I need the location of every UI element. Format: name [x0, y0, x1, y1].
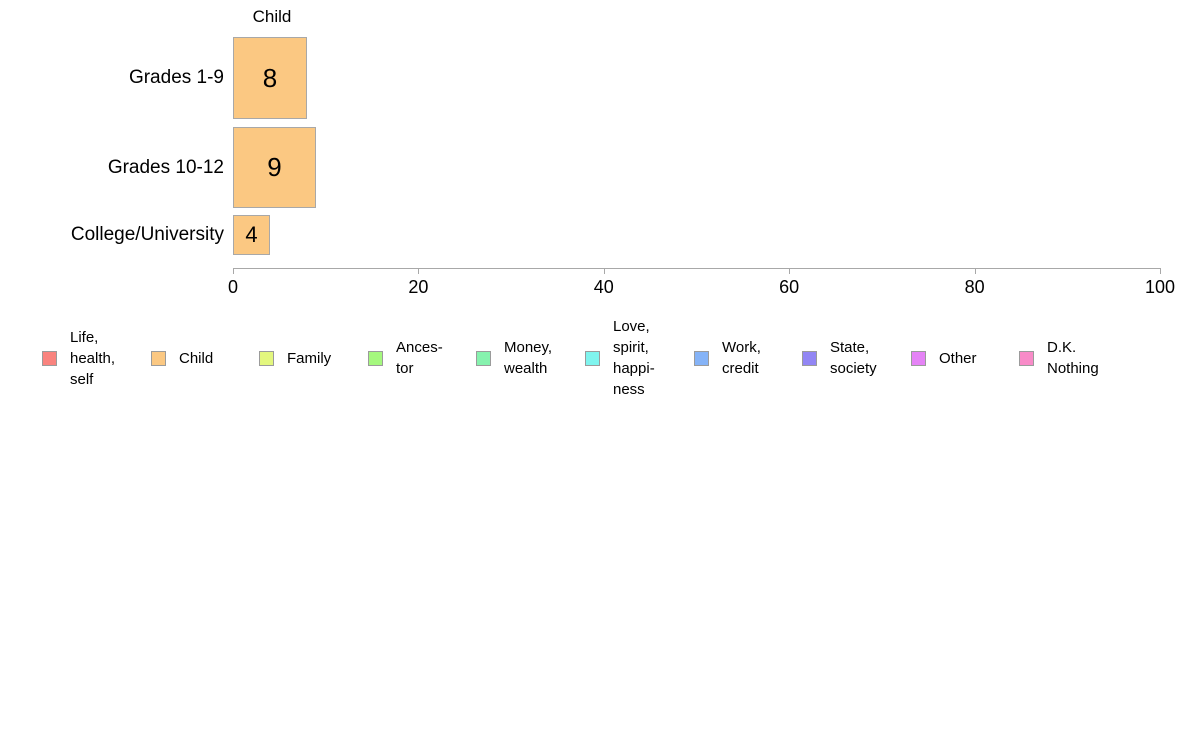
x-axis-line [233, 268, 1161, 269]
legend-item-dk-nothing: D.K. Nothing [1019, 310, 1099, 406]
legend-item-money-wealth: Money, wealth [476, 310, 552, 406]
legend-swatch-family [259, 350, 274, 366]
bar-value-label: 8 [262, 62, 278, 93]
category-label-grades-1-9: Grades 1-9 [128, 67, 224, 88]
legend-label: State, society [830, 339, 877, 377]
tick-mark [603, 268, 605, 274]
category-label-college-university: College/University [70, 224, 224, 245]
legend-item-life-health-self: Life, health, self [42, 310, 115, 406]
legend-swatch-child [151, 350, 166, 366]
category-label-grades-10-12: Grades 10-12 [107, 156, 224, 178]
x-tick-label: 100 [1144, 277, 1176, 297]
legend-label: Family [287, 349, 332, 367]
legend-label: Child [179, 349, 214, 367]
legend-item-family: Family [259, 310, 331, 406]
legend-label: Work, credit [722, 339, 761, 377]
legend-item-work-credit: Work, credit [694, 310, 761, 406]
legend-item-child: Child [151, 310, 213, 406]
legend-label: Life, health, self [70, 328, 116, 388]
legend-label: Money, wealth [504, 339, 553, 377]
legend-swatch-dk-nothing [1019, 350, 1034, 366]
tick-mark [233, 268, 234, 274]
bar-value-label: 9 [267, 152, 282, 182]
legend-swatch-ancestor [368, 350, 383, 366]
tick-mark [418, 268, 420, 274]
legend-item-love-spirit-happiness: Love, spirit, happi- ness [585, 310, 655, 406]
legend-label: Other [939, 349, 977, 367]
legend-item-other: Other [911, 310, 977, 406]
bar-value-label: 4 [245, 222, 258, 247]
x-tick-label: 0 [227, 277, 239, 297]
x-tick-label: 60 [779, 277, 800, 297]
legend-swatch-work-credit [694, 350, 709, 366]
chart-title: Child [252, 7, 292, 26]
x-tick-label: 40 [593, 277, 614, 297]
legend-swatch-state-society [802, 350, 817, 366]
tick-mark [1160, 268, 1161, 274]
legend-swatch-life-health-self [42, 350, 57, 366]
legend-label: Love, spirit, happi- ness [613, 318, 655, 398]
tick-mark [789, 268, 791, 274]
legend-swatch-money-wealth [476, 350, 491, 366]
bar-college-university: 4 [233, 215, 270, 255]
bar-grades-10-12: 9 [233, 127, 316, 208]
legend-item-ancestor: Ances- tor [368, 310, 443, 406]
bar-grades-1-9: 8 [233, 37, 307, 119]
x-tick-label: 20 [408, 277, 429, 297]
legend-label: D.K. Nothing [1047, 339, 1099, 377]
x-tick-label: 80 [964, 277, 985, 297]
legend-swatch-love-spirit-happiness [585, 350, 600, 366]
legend-swatch-other [911, 350, 926, 366]
legend-label: Ances- tor [396, 339, 443, 377]
legend-item-state-society: State, society [802, 310, 877, 406]
tick-mark [974, 268, 976, 274]
